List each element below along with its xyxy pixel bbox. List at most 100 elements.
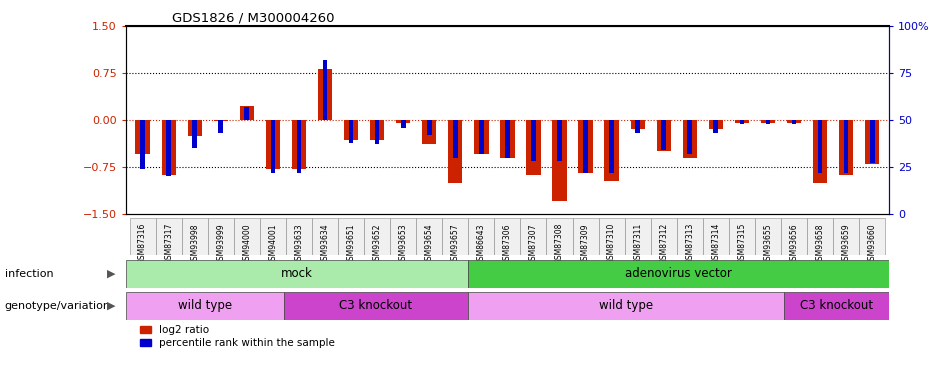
Bar <box>344 120 358 140</box>
Text: GSM93654: GSM93654 <box>425 223 434 265</box>
Text: GSM87316: GSM87316 <box>138 223 147 264</box>
Bar <box>765 120 770 124</box>
Bar <box>761 120 776 123</box>
Bar <box>609 120 614 172</box>
Bar <box>161 120 176 175</box>
Bar <box>234 217 260 255</box>
Bar <box>396 120 411 123</box>
Bar <box>520 217 546 255</box>
Bar <box>442 217 468 255</box>
Bar <box>284 292 468 320</box>
Bar <box>687 120 692 154</box>
Text: GSM87306: GSM87306 <box>503 223 512 265</box>
Text: GSM93999: GSM93999 <box>216 223 225 265</box>
Bar <box>155 217 182 255</box>
Bar <box>546 217 573 255</box>
Bar <box>265 120 280 169</box>
Text: GSM93659: GSM93659 <box>842 223 851 265</box>
Text: GSM93652: GSM93652 <box>372 223 382 265</box>
Bar <box>453 120 458 158</box>
Bar <box>791 120 796 124</box>
Bar <box>839 120 854 175</box>
Bar <box>656 120 671 151</box>
Text: GSM93633: GSM93633 <box>294 223 304 265</box>
Bar <box>291 120 306 169</box>
Bar <box>651 217 677 255</box>
Bar <box>599 217 625 255</box>
Bar <box>865 120 880 164</box>
Bar <box>781 217 807 255</box>
Bar <box>338 217 364 255</box>
Bar <box>468 217 494 255</box>
Bar <box>713 120 718 133</box>
Text: GSM87309: GSM87309 <box>581 223 590 265</box>
Bar <box>817 120 822 172</box>
Bar <box>729 217 755 255</box>
Bar <box>364 217 390 255</box>
Text: wild type: wild type <box>599 299 653 312</box>
Bar <box>135 120 150 154</box>
Bar <box>312 217 338 255</box>
Bar <box>297 120 302 172</box>
Bar <box>479 120 484 154</box>
Text: GSM87314: GSM87314 <box>711 223 721 264</box>
Bar <box>271 120 276 172</box>
Bar <box>239 106 254 120</box>
Bar <box>448 120 463 183</box>
Text: wild type: wild type <box>178 299 232 312</box>
Text: GSM93658: GSM93658 <box>816 223 825 265</box>
Bar <box>500 120 515 158</box>
Text: GSM93660: GSM93660 <box>868 223 877 265</box>
Text: genotype/variation: genotype/variation <box>5 301 111 311</box>
Bar <box>494 217 520 255</box>
Text: GDS1826 / M300004260: GDS1826 / M300004260 <box>172 11 335 24</box>
Bar <box>468 260 889 288</box>
Text: mock: mock <box>281 267 313 280</box>
Text: GSM93998: GSM93998 <box>190 223 199 265</box>
Bar <box>552 120 567 201</box>
Text: GSM87315: GSM87315 <box>737 223 747 264</box>
Bar <box>784 292 889 320</box>
Text: GSM93651: GSM93651 <box>346 223 356 265</box>
Bar <box>833 217 859 255</box>
Bar <box>286 217 312 255</box>
Text: GSM93653: GSM93653 <box>398 223 408 265</box>
Bar <box>141 120 145 169</box>
Text: GSM93634: GSM93634 <box>320 223 330 265</box>
Bar <box>401 120 406 128</box>
Bar <box>390 217 416 255</box>
Bar <box>661 120 666 150</box>
Bar <box>739 120 744 124</box>
Bar <box>604 120 619 181</box>
Bar <box>708 120 723 129</box>
Bar <box>422 120 437 144</box>
Bar <box>167 120 171 176</box>
Bar <box>182 217 208 255</box>
Bar <box>735 120 749 123</box>
Bar <box>375 120 380 144</box>
Text: GSM87307: GSM87307 <box>529 223 538 265</box>
Text: GSM87310: GSM87310 <box>607 223 616 264</box>
Text: ▶: ▶ <box>107 269 115 279</box>
Bar <box>625 217 651 255</box>
Bar <box>474 120 489 154</box>
Bar <box>323 60 328 120</box>
Bar <box>870 120 874 163</box>
Text: C3 knockout: C3 knockout <box>339 299 412 312</box>
Text: GSM87312: GSM87312 <box>659 223 668 264</box>
Bar <box>468 292 784 320</box>
Text: infection: infection <box>5 269 53 279</box>
Text: GSM94000: GSM94000 <box>242 223 251 265</box>
Text: C3 knockout: C3 knockout <box>800 299 873 312</box>
Bar <box>245 107 250 120</box>
Text: adenovirus vector: adenovirus vector <box>625 267 732 280</box>
Bar <box>682 120 697 158</box>
Text: GSM93656: GSM93656 <box>789 223 799 265</box>
Bar <box>219 120 223 133</box>
Text: GSM86643: GSM86643 <box>477 223 486 265</box>
Bar <box>370 120 385 140</box>
Text: ▶: ▶ <box>107 301 115 311</box>
Bar <box>813 120 828 183</box>
Text: GSM87313: GSM87313 <box>685 223 695 264</box>
Bar <box>578 120 593 173</box>
